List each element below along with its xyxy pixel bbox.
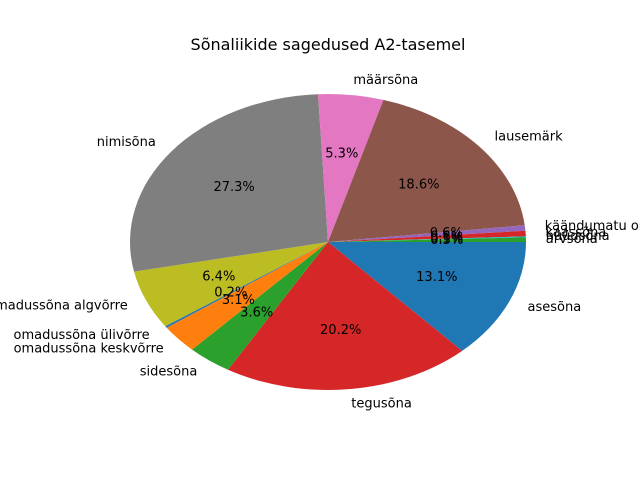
slice-percent-label: 0.2% [214,286,247,301]
slice-percent-label: 3.6% [240,306,273,321]
pie-slice-11 [328,236,526,242]
slice-label: sidesõna [140,365,198,380]
slice-label: nimisõna [97,135,156,150]
pie-slice-9 [328,225,526,242]
slice-label: omadussõna algvõrre [0,299,128,314]
pie-slice-2 [192,242,328,370]
slice-label: kaassõna [545,225,606,240]
pie-slice-1 [227,242,463,390]
slice-label: arvsõna [546,232,598,247]
pie-slice-5 [134,242,328,327]
slice-percent-label: 0.1% [430,231,463,246]
slice-percent-label: 6.4% [202,269,235,284]
slice-label: omadussõna keskvõrre [14,341,164,356]
slice-percent-label: 3.1% [222,293,255,308]
pie-slice-10 [328,230,526,242]
slice-label: hüüdsõna [546,229,610,244]
slice-label: asesõna [528,300,582,315]
pie-labels: asesõna 13.1% tegusõna 20.2% sidesõna 3.6% oma… [0,73,640,412]
slice-percent-label: 0.6% [430,230,463,245]
pie-slice-6 [130,94,328,272]
slice-label: määrsõna [353,73,418,88]
pie-slice-3 [166,242,328,350]
pie-slice-0 [328,242,526,351]
chart-title: Sõnaliikide sagedused A2-tasemel [191,35,466,54]
slice-label: lausemärk [495,130,564,145]
pie-slice-4 [165,242,328,328]
slice-percent-label: 20.2% [320,323,361,338]
slice-percent-label: 0.5% [430,233,463,248]
pie-slice-8 [328,99,525,242]
slice-label: käändumatu omadussõna [545,219,640,234]
slice-label: omadussõna ülivõrre [13,328,149,343]
slice-percent-label: 27.3% [213,180,254,195]
pie-slice-7 [318,94,384,242]
pie-slices [130,94,526,390]
pie-slice-12 [328,237,526,242]
slice-percent-label: 5.3% [325,146,358,161]
slice-label: tegusõna [351,396,412,411]
slice-percent-label: 13.1% [416,270,457,285]
slice-percent-label: 18.6% [398,177,439,192]
slice-percent-label: 0.6% [430,226,463,241]
